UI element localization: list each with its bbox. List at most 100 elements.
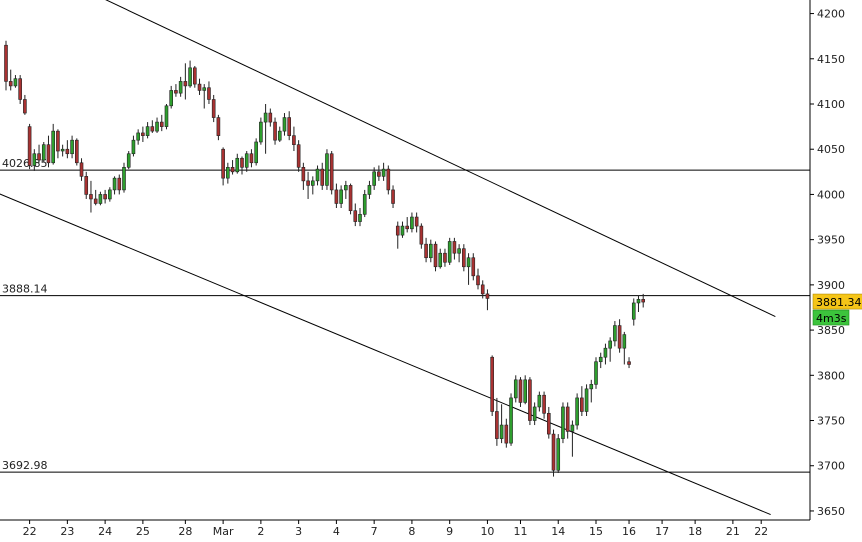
candle-body [193,67,197,85]
candle-body [235,157,240,173]
candle-body [504,424,509,444]
x-tick-label: 15 [589,525,603,538]
candle-body [98,194,103,204]
candle-body [282,117,287,132]
candle-body [546,412,551,435]
candle-body [145,126,150,136]
candle-body [56,130,60,152]
candle-body [636,299,641,304]
candle-body [32,153,37,166]
candle-body [216,117,221,136]
y-tick-label: 4150 [817,53,845,66]
candle-body [18,78,22,100]
candle-body [348,185,353,212]
candle-body [325,153,329,186]
candle-body [141,132,145,136]
candle-body [84,176,89,195]
level-label: 3888.14 [2,283,48,296]
candle-body [320,168,325,186]
candle-body [136,132,140,141]
candle-body [65,148,70,155]
candle-body [174,90,178,94]
plot-background [0,0,810,520]
y-tick-label: 4100 [817,98,845,111]
candle-body [622,334,627,349]
candle-body [178,81,183,94]
y-tick-label: 4000 [817,188,845,201]
candle-body [471,257,476,277]
candle-body [339,189,343,204]
last-price-text: 3881.34 [816,296,862,309]
candle-body [344,185,348,191]
candle-body [386,168,391,191]
candle-body [532,406,537,421]
candle-body [480,284,485,295]
y-tick-label: 3650 [817,505,845,518]
candle-body [603,347,608,358]
candle-body [372,171,376,186]
y-tick-label: 4200 [817,8,845,21]
candle-body [169,90,173,107]
x-tick-label: 8 [408,525,415,538]
candle-body [108,189,112,200]
candle-body [433,243,438,268]
candle-body [51,130,56,164]
price-badges: 3881.34 4m3s [812,293,862,326]
candle-body [428,243,433,259]
x-axis-ticks: 22 23 24 25 28 Mar 2 3 4 7 8 9 10 11 14 15 16 17 18 21 22 [23,520,768,538]
candle-body [452,241,457,254]
x-tick-label: 22 [23,525,37,538]
candle-body [306,180,310,186]
y-tick-label: 3850 [817,324,845,337]
candle-body [75,139,79,164]
candle-body [584,388,589,412]
candle-body [79,162,84,177]
x-tick-label: 23 [60,525,74,538]
candle-body [565,406,570,432]
candle-body [188,67,192,87]
y-axis-ticks: 4200 4150 4100 4050 4000 3950 3900 3850 3800 3750… [810,8,845,518]
candle-body [613,325,617,342]
candle-body [249,153,254,164]
horizontal-levels: 4026.85 3888.14 3692.98 [0,157,810,473]
x-tick-label: Mar [213,525,234,538]
candle-body [207,87,211,100]
candle-body [70,139,74,155]
candle-body [523,379,528,403]
x-tick-label: 10 [480,525,494,538]
candle-body [377,171,381,177]
candle-body [329,153,334,191]
candle-body [419,225,424,245]
candle-body [594,361,598,385]
candle-body [391,189,395,204]
candle-body [244,153,249,168]
candle-body [230,167,235,173]
y-tick-label: 3700 [817,460,845,473]
candle-body [4,44,8,82]
candle-body [405,225,410,230]
candle-body [570,424,575,432]
trend-line [105,0,776,317]
candle-body [221,148,225,179]
candle-body [490,356,494,412]
candle-body [273,121,277,141]
candle-body [13,78,18,87]
candle-body [457,248,461,254]
y-tick-label: 4050 [817,143,845,156]
candle-body [395,225,400,236]
candle-body [518,379,523,403]
candle-body [551,433,556,471]
candle-body [103,194,107,200]
last-price-badge [812,293,862,310]
candle-body [197,83,202,91]
x-tick-label: 3 [295,525,302,538]
candle-body [353,210,358,222]
candle-body [263,112,268,123]
candle-body [60,148,65,152]
candle-body [438,252,443,268]
candle-body [513,379,518,399]
candle-body [631,302,636,320]
x-tick-label: 17 [655,525,669,538]
x-tick-label: 21 [726,525,740,538]
